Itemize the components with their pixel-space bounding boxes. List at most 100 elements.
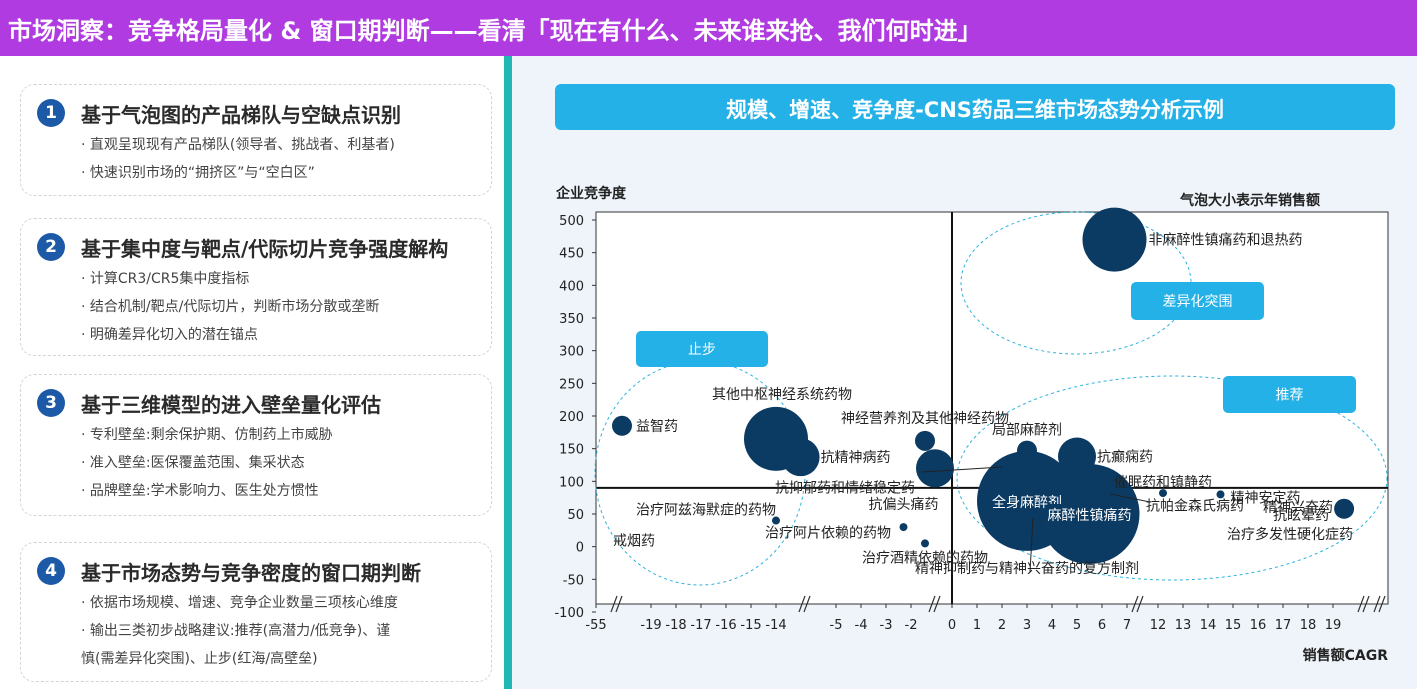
bubble-point	[1334, 498, 1355, 519]
bubble-label-bg	[1047, 504, 1132, 524]
bubble-label: 精神抑制药与精神兴奋药的复方制剂	[915, 560, 1139, 577]
x-tick-label: 19	[1325, 618, 1342, 633]
bubble-label: 催眠药和镇静药	[1114, 475, 1212, 491]
zone-label-box	[636, 331, 768, 367]
axis-break-mark	[610, 595, 618, 613]
bubble-point	[916, 449, 954, 488]
card-item: · 计算CR3/CR5集中度指标	[81, 271, 250, 287]
zone-label: 止步	[688, 342, 716, 358]
bubble-label: 精神安定药	[1231, 490, 1301, 506]
x-tick-label: 12	[1150, 618, 1167, 633]
y-tick-label: 150	[559, 443, 584, 458]
card-title: 基于气泡图的产品梯队与空缺点识别	[81, 103, 401, 127]
chart-title-banner: 规模、增速、竞争度-CNS药品三维市场态势分析示例	[555, 84, 1395, 130]
y-tick-label: 200	[559, 410, 584, 425]
bubble-label: 抗精神病药	[821, 450, 891, 466]
bubble-label: 局部麻醉剂	[992, 423, 1062, 439]
bubble-point	[781, 438, 820, 477]
axis-break-mark	[928, 595, 936, 613]
bubble-label: 抗癫痫药	[1097, 449, 1153, 466]
y-tick-label: 50	[567, 508, 584, 523]
x-tick-label: 2	[998, 618, 1006, 633]
card-item: · 准入壁垒:医保覆盖范围、集采状态	[81, 455, 305, 471]
chart-title: 规模、增速、竞争度-CNS药品三维市场态势分析示例	[726, 98, 1224, 122]
leader-line	[1109, 493, 1151, 503]
card-2: 2 基于集中度与靶点/代际切片竞争强度解构 · 计算CR3/CR5集中度指标 ·…	[20, 218, 492, 356]
bubble-point	[1216, 490, 1225, 499]
card-item: · 专利壁垒:剩余保护期、仿制药上市威胁	[81, 427, 333, 443]
card-item: · 依据市场规模、增速、竞争企业数量三项核心维度	[81, 595, 398, 611]
x-tick-label: 14	[1200, 618, 1217, 633]
zone-label-box	[1131, 282, 1264, 320]
bubble-label: 抗偏头痛药	[869, 496, 939, 513]
y-tick-label: -100	[554, 606, 584, 621]
leader-line	[1029, 517, 1034, 573]
y-tick-label: 250	[559, 377, 584, 392]
y-tick-label: 350	[559, 312, 584, 327]
y-tick-label: 300	[559, 345, 584, 360]
x-tick-label: 18	[1300, 618, 1317, 633]
x-tick-label: 17	[1275, 618, 1292, 633]
bubble-point	[612, 415, 632, 436]
y-tick-label: 100	[559, 475, 584, 490]
bubble-point	[915, 430, 935, 451]
page-title: 市场洞察：竞争格局量化 & 窗口期判断——看清「现在有什么、未来谁来抢、我们何时…	[8, 17, 982, 45]
bubble-label: 治疗阿兹海默症的药物	[636, 503, 776, 519]
y-tick-label: 450	[559, 247, 584, 262]
x-tick-label: 3	[1023, 618, 1031, 633]
x-tick-label: -5	[830, 618, 843, 633]
x-tick-label: 4	[1048, 618, 1056, 633]
x-tick-label: -18	[665, 618, 686, 633]
bubble-label: 神经营养剂及其他神经药物	[841, 411, 1009, 427]
zone-ellipse	[956, 375, 1388, 581]
y-tick-label: 400	[559, 279, 584, 294]
bubble-label: 麻醉性镇痛药	[1048, 507, 1132, 524]
y-tick-label: -50	[563, 573, 584, 588]
bubble-label: 治疗酒精依赖的药物	[862, 550, 988, 566]
bubble-label: 抗抑郁药和情绪稳定药	[775, 480, 915, 496]
bubble-label: 益智药	[636, 419, 678, 435]
x-tick-label: -14	[765, 618, 786, 633]
bubble-label: 精神兴奋药	[1263, 500, 1333, 516]
x-tick-label: -16	[715, 618, 736, 633]
y-axis-title: 企业竞争度	[555, 185, 627, 202]
bubble-point	[1159, 489, 1167, 498]
bubble-point	[772, 516, 780, 525]
bubble-point	[899, 523, 908, 532]
bubble-label: 非麻醉性镇痛药和退热药	[1149, 232, 1303, 249]
bubble-size-note: 气泡大小表示年销售额	[1179, 192, 1320, 209]
x-tick-label: -17	[690, 618, 711, 633]
card-number-badge: 4	[37, 557, 65, 585]
axis-break-mark	[933, 595, 941, 613]
card-item: · 品牌壁垒:学术影响力、医生处方惯性	[81, 483, 319, 499]
header-bar: 市场洞察：竞争格局量化 & 窗口期判断——看清「现在有什么、未来谁来抢、我们何时…	[0, 0, 1417, 56]
card-item: · 明确差异化切入的潜在锚点	[81, 327, 258, 343]
zone-label: 差异化突围	[1163, 294, 1233, 310]
card-number-badge: 2	[37, 233, 65, 261]
divider	[504, 56, 512, 689]
bubble-label: 治疗多发性硬化症药	[1227, 526, 1353, 543]
card-4: 4 基于市场态势与竞争密度的窗口期判断 · 依据市场规模、增速、竞争企业数量三项…	[20, 542, 492, 682]
bubble-label: 抗眩晕药	[1273, 508, 1329, 524]
y-tick-label: 500	[559, 214, 584, 229]
x-tick-label: -55	[585, 618, 606, 633]
card-title: 基于集中度与靶点/代际切片竞争强度解构	[81, 237, 449, 261]
card-item: · 快速识别市场的“拥挤区”与“空白区”	[81, 165, 315, 181]
x-axis-title: 销售额CAGR	[1303, 647, 1389, 664]
x-tick-label: -15	[740, 618, 761, 633]
x-tick-label: 6	[1098, 618, 1106, 633]
card-item: · 输出三类初步战略建议:推荐(高潜力/低竞争)、谨	[81, 623, 391, 639]
axis-break-mark	[1362, 595, 1370, 613]
y-tick-label: 0	[576, 541, 584, 556]
x-tick-label: 5	[1073, 618, 1081, 633]
axis-break-mark	[1378, 595, 1386, 613]
card-item: 慎(需差异化突围)、止步(红海/高壁垒)	[81, 651, 318, 667]
card-item: · 结合机制/靶点/代际切片，判断市场分散或垄断	[81, 299, 380, 315]
axis-break-mark	[615, 595, 623, 613]
bubble-label: 戒烟药	[613, 533, 655, 549]
leader-line	[921, 466, 1003, 473]
bubble-label: 治疗阿片依赖的药物	[765, 526, 891, 542]
axis-break-mark	[1373, 595, 1381, 613]
axis-break-mark	[803, 595, 811, 613]
